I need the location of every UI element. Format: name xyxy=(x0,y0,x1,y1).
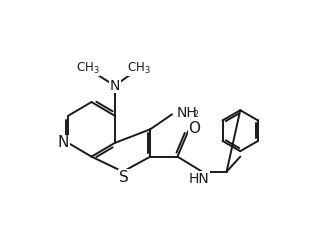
Text: CH$_3$: CH$_3$ xyxy=(127,61,151,76)
Text: N: N xyxy=(109,79,120,93)
Text: CH$_3$: CH$_3$ xyxy=(75,61,99,76)
Text: O: O xyxy=(188,121,200,136)
Text: S: S xyxy=(119,170,129,185)
Text: NH: NH xyxy=(177,106,198,120)
Text: N: N xyxy=(58,135,69,151)
Text: HN: HN xyxy=(188,172,209,186)
Text: $_2$: $_2$ xyxy=(193,109,200,121)
